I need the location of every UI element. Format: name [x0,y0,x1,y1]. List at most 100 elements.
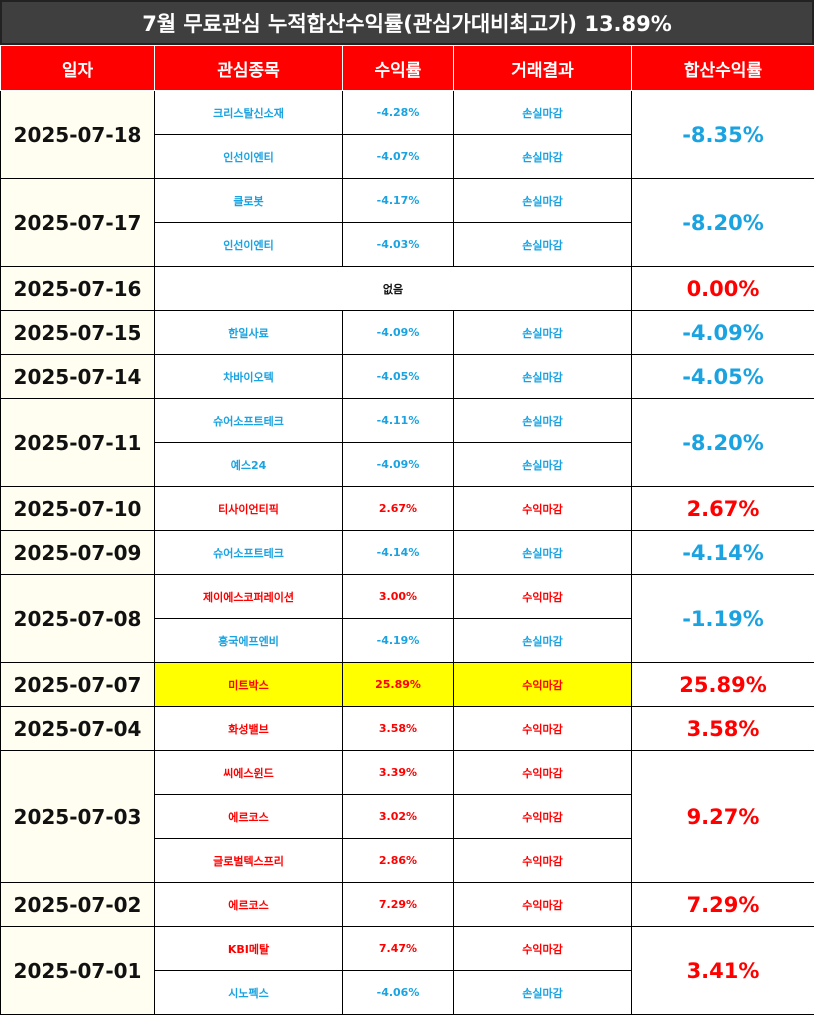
result-cell: 수익마감 [453,486,632,531]
date-cell: 2025-07-16 [0,266,155,311]
table-row: 2025-07-11 슈어소프트테크 -4.11% 손실마감 -8.20% [0,398,814,487]
result-cell: 수익마감 [453,838,632,883]
total-return-cell: 0.00% [631,266,814,311]
date-cell: 2025-07-11 [0,398,155,487]
stock-name-cell: 차바이오텍 [154,354,343,399]
result-cell: 손실마감 [453,134,632,179]
date-cell: 2025-07-02 [0,882,155,927]
return-cell: -4.07% [342,134,454,179]
total-return-cell: 25.89% [631,662,814,707]
table-body: 2025-07-18 크리스탈신소재 -4.28% 손실마감 -8.35% 인선이엔티 -4… [0,90,814,1015]
return-cell: 2.86% [342,838,454,883]
table-row: 에르코스 3.02% 수익마감 [1,794,814,839]
header-date: 일자 [0,45,155,91]
result-cell: 수익마감 [453,706,632,751]
result-cell: 손실마감 [453,178,632,223]
table-row: 2025-07-08 제이에스코퍼레이션 3.00% 수익마감 -1.19% [0,574,814,663]
date-cell: 2025-07-17 [0,178,155,267]
result-cell: 수익마감 [453,574,632,619]
table-row: 2025-07-07 미트박스 25.89% 수익마감 25.89% [0,662,814,707]
header-return: 수익률 [342,45,454,91]
header-total: 합산수익률 [631,45,814,91]
return-cell: 3.39% [342,750,454,795]
table-row: 2025-07-17 클로봇 -4.17% 손실마감 -8.20% [0,178,814,267]
stock-name-cell: 인선이엔티 [154,134,343,179]
table-row: 2025-07-16 없음 0.00% [0,266,814,311]
return-cell: 2.67% [342,486,454,531]
return-cell: -4.05% [342,354,454,399]
stock-name-cell: 예스24 [154,442,343,487]
table-row: 2025-07-15 한일사료 -4.09% 손실마감 -4.09% [0,310,814,355]
result-cell: 손실마감 [453,618,632,663]
table-row: 글로벌텍스프리 2.86% 수익마감 [1,838,814,883]
date-cell: 2025-07-14 [0,354,155,399]
result-cell: 수익마감 [453,926,632,971]
result-cell: 손실마감 [453,530,632,575]
stock-name-cell: 에르코스 [154,794,343,839]
return-cell: -4.03% [342,222,454,267]
return-cell: -4.09% [342,310,454,355]
stock-name-cell: 에르코스 [154,882,343,927]
stock-name-cell: 화성밸브 [154,706,343,751]
header-row: 일자 관심종목 수익률 거래결과 합산수익률 [0,45,814,91]
stock-name-cell: 미트박스 [154,662,343,707]
return-cell: -4.17% [342,178,454,223]
return-cell: -4.19% [342,618,454,663]
result-cell: 손실마감 [453,310,632,355]
stock-name-cell: 한일사료 [154,310,343,355]
total-return-cell: -4.09% [631,310,814,355]
total-return-cell: -8.20% [631,398,814,487]
total-return-cell: 3.58% [631,706,814,751]
stock-name-cell: 슈어소프트테크 [154,398,343,443]
date-cell: 2025-07-09 [0,530,155,575]
stock-name-cell: 인선이엔티 [154,222,343,267]
stock-name-cell: 티사이언티픽 [154,486,343,531]
total-return-cell: -4.14% [631,530,814,575]
stock-name-cell: KBI메탈 [154,926,343,971]
return-cell: -4.09% [342,442,454,487]
return-cell: -4.28% [342,90,454,135]
stock-name-cell: 글로벌텍스프리 [154,838,343,883]
return-cell: 3.00% [342,574,454,619]
total-return-cell: -8.35% [631,90,814,179]
result-cell: 수익마감 [453,882,632,927]
total-return-cell: 9.27% [631,750,814,883]
stock-name-cell: 제이에스코퍼레이션 [154,574,343,619]
stock-name-cell: 시노펙스 [154,970,343,1015]
date-cell: 2025-07-07 [0,662,155,707]
result-cell: 수익마감 [453,750,632,795]
stock-name-cell: 크리스탈신소재 [154,90,343,135]
table-row: 인선이엔티 -4.03% 손실마감 [1,222,814,267]
table-row: 2025-07-09 슈어소프트테크 -4.14% 손실마감 -4.14% [0,530,814,575]
return-cell: -4.11% [342,398,454,443]
stock-name-cell: 클로봇 [154,178,343,223]
table-row: 예스24 -4.09% 손실마감 [1,442,814,487]
date-cell: 2025-07-15 [0,310,155,355]
result-cell: 손실마감 [453,354,632,399]
header-stock: 관심종목 [154,45,343,91]
date-cell: 2025-07-08 [0,574,155,663]
header-result: 거래결과 [453,45,632,91]
total-return-cell: 7.29% [631,882,814,927]
date-cell: 2025-07-18 [0,90,155,179]
table-row: 2025-07-18 크리스탈신소재 -4.28% 손실마감 -8.35% [0,90,814,179]
return-cell: 3.58% [342,706,454,751]
result-cell: 손실마감 [453,222,632,267]
stock-name-cell: 슈어소프트테크 [154,530,343,575]
result-cell: 수익마감 [453,662,632,707]
total-return-cell: -8.20% [631,178,814,267]
table-row: 2025-07-01 KBI메탈 7.47% 수익마감 3.41% [0,926,814,1015]
stock-name-cell: 흥국에프엔비 [154,618,343,663]
table-row: 2025-07-14 차바이오텍 -4.05% 손실마감 -4.05% [0,354,814,399]
date-cell: 2025-07-10 [0,486,155,531]
result-cell: 손실마감 [453,442,632,487]
return-cell: 7.29% [342,882,454,927]
result-cell: 손실마감 [453,970,632,1015]
table-row: 2025-07-03 씨에스윈드 3.39% 수익마감 9.27% [0,750,814,883]
total-return-cell: -1.19% [631,574,814,663]
return-cell: 25.89% [342,662,454,707]
total-return-cell: 2.67% [631,486,814,531]
stock-name-cell: 씨에스윈드 [154,750,343,795]
table-row: 시노펙스 -4.06% 손실마감 [1,970,814,1015]
date-cell: 2025-07-01 [0,926,155,1015]
